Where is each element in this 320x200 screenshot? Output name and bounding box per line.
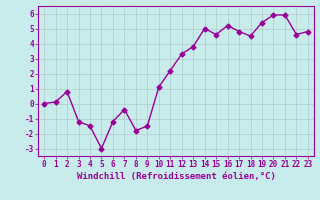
X-axis label: Windchill (Refroidissement éolien,°C): Windchill (Refroidissement éolien,°C)	[76, 172, 276, 181]
